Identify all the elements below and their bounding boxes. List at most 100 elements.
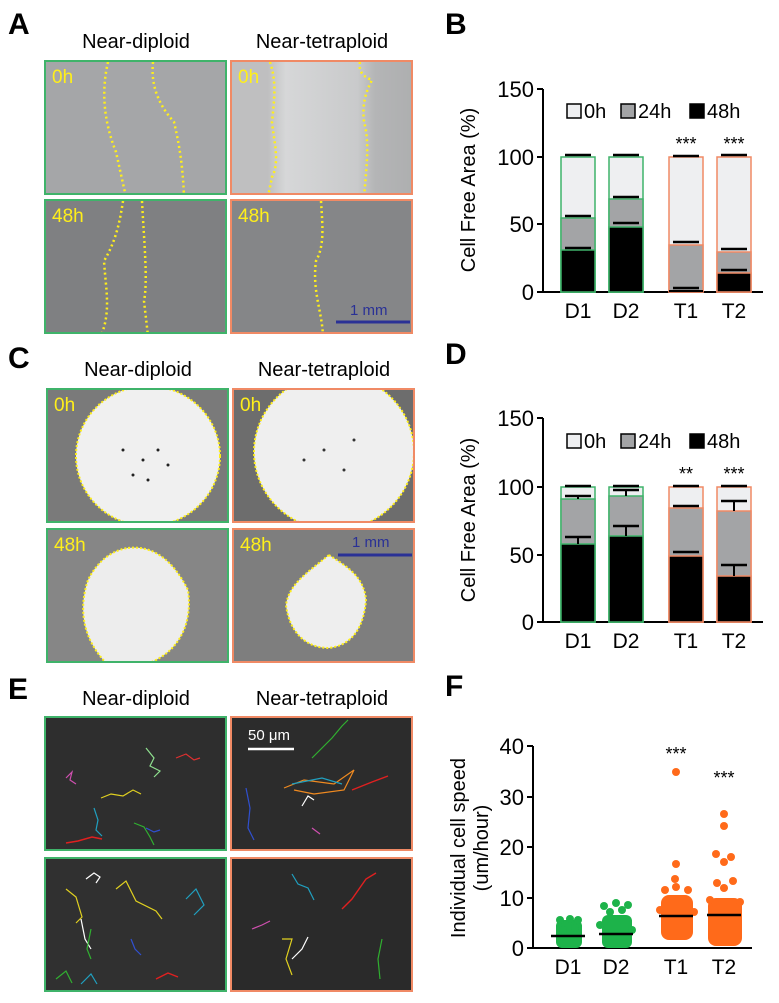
timepoint-label: 0h [52, 67, 74, 88]
chart-f-d1-points [551, 915, 585, 948]
panel-e-title-diploid: Near-diploid [82, 688, 190, 710]
panel-e-tetraploid-track-image-1: 50 μm [230, 716, 413, 851]
svg-text:48h: 48h [707, 101, 740, 123]
svg-text:100: 100 [497, 475, 534, 500]
panel-a-tetraploid-48h-image: 48h 1 mm [230, 199, 413, 334]
panel-a-title-tetraploid: Near-tetraploid [255, 31, 389, 53]
panel-c-diploid-0h-image: 0h [46, 388, 229, 523]
svg-text:48h: 48h [707, 431, 740, 453]
svg-text:D2: D2 [613, 300, 640, 323]
panel-e-diploid-track-image-2 [44, 857, 227, 992]
svg-text:T2: T2 [712, 956, 737, 979]
svg-text:T2: T2 [722, 300, 747, 323]
chart-b-bar-t1: *** [668, 134, 704, 293]
exclusion-zone-outline [253, 390, 413, 521]
svg-text:T1: T1 [664, 956, 689, 979]
svg-text:50: 50 [510, 543, 534, 568]
chart-d-bar-t2: *** [716, 464, 752, 623]
chart-b-legend: 0h 24h 48h [566, 101, 740, 123]
svg-text:D2: D2 [613, 630, 640, 653]
cell-tracks [245, 719, 389, 841]
svg-text:150: 150 [497, 406, 534, 431]
timepoint-label: 0h [240, 395, 262, 416]
panel-letter-f: F [445, 670, 464, 703]
panel-letter-b: B [445, 8, 467, 41]
scale-bar-label: 1 mm [352, 534, 390, 551]
panel-c-tetraploid-0h-image: 0h [232, 388, 415, 523]
chart-d-bar-t1: ** [668, 464, 704, 623]
chart-b-y-axis: 150 100 50 0 Cell Free Area (%) [458, 77, 763, 305]
svg-text:D1: D1 [555, 956, 582, 979]
panel-a-title-diploid: Near-diploid [82, 31, 190, 53]
chart-b-bar-d1 [560, 153, 596, 293]
svg-text:D1: D1 [565, 630, 592, 653]
panel-c-diploid-48h-image: 48h [46, 528, 229, 663]
svg-text:(um/hour): (um/hour) [471, 805, 493, 892]
chart-d-x-labels: D1 D2 T1 T2 [565, 630, 747, 653]
chart-f-t1-points: *** [656, 744, 698, 940]
chart-f-x-labels: D1 D2 T1 T2 [555, 956, 737, 979]
panel-letter-e: E [8, 673, 29, 706]
exclusion-zone-outline [82, 546, 190, 661]
chart-f-d2-points [596, 899, 636, 948]
chart-b-x-labels: D1 D2 T1 T2 [565, 300, 747, 323]
chart-d-y-axis: 150 100 50 0 Cell Free Area (%) [458, 406, 763, 635]
chart-f-y-axis: 40 30 20 10 0 Individual cell speed (um/… [448, 734, 752, 961]
chart-d-bar-d1 [560, 484, 596, 623]
svg-text:0h: 0h [584, 431, 606, 453]
svg-text:D2: D2 [603, 956, 630, 979]
panel-letter-d: D [445, 338, 467, 371]
svg-text:Cell Free Area (%): Cell Free Area (%) [458, 108, 480, 273]
svg-text:50: 50 [510, 212, 534, 237]
svg-text:20: 20 [500, 835, 524, 860]
panel-e-title-tetraploid: Near-tetraploid [255, 688, 389, 710]
panel-letter-a: A [8, 8, 30, 41]
timepoint-label: 48h [238, 206, 270, 227]
svg-text:24h: 24h [638, 431, 671, 453]
svg-text:30: 30 [500, 785, 524, 810]
cell-tracks [65, 747, 201, 846]
svg-text:***: *** [713, 768, 734, 788]
svg-text:100: 100 [497, 145, 534, 170]
panel-letter-c: C [8, 342, 30, 375]
svg-text:Individual cell speed: Individual cell speed [448, 758, 470, 938]
exclusion-zone-outline [284, 553, 412, 650]
panel-c-title-diploid: Near-diploid [84, 359, 192, 381]
wound-edge-lines [267, 62, 374, 193]
wound-edge-lines [103, 62, 186, 193]
svg-text:24h: 24h [638, 101, 671, 123]
svg-text:40: 40 [500, 734, 524, 759]
svg-text:0h: 0h [584, 101, 606, 123]
panel-a-diploid-48h-image: 48h [44, 199, 227, 334]
svg-text:T1: T1 [674, 300, 699, 323]
timepoint-label: 48h [54, 535, 86, 556]
svg-text:10: 10 [500, 886, 524, 911]
svg-text:T2: T2 [722, 630, 747, 653]
panel-c-title-tetraploid: Near-tetraploid [257, 359, 391, 381]
timepoint-label: 0h [238, 67, 260, 88]
scale-bar-label: 1 mm [350, 302, 388, 319]
panel-e-diploid-track-image-1 [44, 716, 227, 851]
svg-text:0: 0 [512, 936, 524, 961]
panel-e-tetraploid-track-image-2 [230, 857, 413, 992]
timepoint-label: 48h [240, 535, 272, 556]
exclusion-zone-outline [75, 390, 221, 521]
chart-f-t2-points: *** [706, 768, 744, 946]
panel-a-tetraploid-0h-image: 0h [230, 60, 413, 195]
svg-text:***: *** [723, 134, 744, 154]
timepoint-label: 48h [52, 206, 84, 227]
svg-text:0: 0 [522, 610, 534, 635]
chart-b-bar-d2 [608, 153, 644, 293]
cell-tracks [55, 872, 205, 985]
svg-text:0: 0 [522, 280, 534, 305]
timepoint-label: 0h [54, 395, 76, 416]
svg-text:**: ** [679, 464, 693, 484]
svg-text:***: *** [665, 744, 686, 764]
svg-text:Cell Free Area (%): Cell Free Area (%) [458, 438, 480, 603]
chart-b-bar-t2: *** [716, 134, 752, 293]
svg-text:***: *** [675, 134, 696, 154]
chart-d-bar-d2 [608, 484, 644, 623]
scale-bar-label: 50 μm [248, 727, 290, 744]
panel-a-diploid-0h-image: 0h [44, 60, 227, 195]
svg-text:T1: T1 [674, 630, 699, 653]
